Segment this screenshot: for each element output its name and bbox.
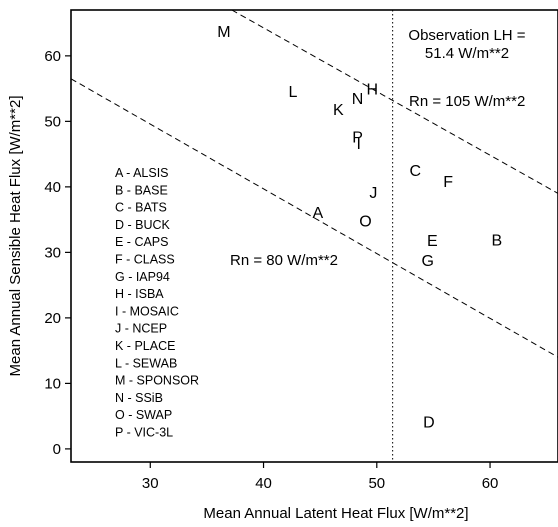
annotation-observation-line1: Observation LH = [408,27,525,44]
point-H: H [366,82,378,99]
legend-entry: J - NCEP [115,322,167,336]
annotation-observation-line2: 51.4 W/m**2 [425,45,509,62]
plot-frame [70,9,558,463]
legend-entry: L - SEWAB [115,356,177,370]
legend-entry: B - BASE [115,183,168,197]
legend-entry: P - VIC-3L [115,426,173,440]
point-N: N [352,91,364,108]
x-tick-label: 30 [142,475,159,492]
point-O: O [359,213,371,230]
y-tick-label: 60 [44,48,61,65]
x-tick-label: 60 [482,475,499,492]
legend: A - ALSIS B - BASE C - BATS D - BUCK E - CAP… [115,166,199,440]
x-axis-label: Mean Annual Latent Heat Flux [W/m**2] [203,505,468,522]
point-I: I [356,136,360,153]
x-tick-label: 50 [368,475,385,492]
point-C: C [410,163,422,180]
point-P: P [352,129,363,146]
rn-line-1 [70,78,558,358]
y-tick-label: 0 [53,441,61,458]
legend-entry: N - SSiB [115,391,163,405]
point-K: K [333,102,344,119]
annotation-rn80: Rn = 80 W/m**2 [230,252,338,269]
x-axis: 30 40 50 60 [142,462,498,492]
y-tick-label: 20 [44,310,61,327]
y-tick-label: 30 [44,244,61,261]
y-axis-label: Mean Annual Sensible Heat Flux [W/m**2] [7,96,24,377]
reference-lines [70,9,558,462]
legend-entry: O - SWAP [115,408,172,422]
legend-entry: C - BATS [115,201,167,215]
legend-entry: K - PLACE [115,339,175,353]
x-tick-label: 40 [255,475,272,492]
point-M: M [217,24,230,41]
legend-entry: M - SPONSOR [115,374,199,388]
annotation-rn105: Rn = 105 W/m**2 [409,93,525,110]
rn-line-0 [231,9,558,194]
point-L: L [289,84,298,101]
point-E: E [427,233,438,250]
legend-entry: E - CAPS [115,235,169,249]
legend-entry: A - ALSIS [115,166,169,180]
point-F: F [443,174,453,191]
point-G: G [422,253,434,270]
point-A: A [313,205,324,222]
legend-entry: I - MOSAIC [115,304,179,318]
data-points: A B C D E F G H I J K L M N O P [217,24,502,431]
point-J: J [369,185,377,202]
y-axis: 0 10 20 30 40 50 60 [44,48,71,458]
y-tick-label: 50 [44,113,61,130]
legend-entry: H - ISBA [115,287,164,301]
legend-entry: G - IAP94 [115,270,170,284]
legend-entry: F - CLASS [115,253,175,267]
y-tick-label: 10 [44,375,61,392]
legend-entry: D - BUCK [115,218,171,232]
point-D: D [423,414,435,431]
y-tick-label: 40 [44,179,61,196]
point-B: B [492,232,503,249]
